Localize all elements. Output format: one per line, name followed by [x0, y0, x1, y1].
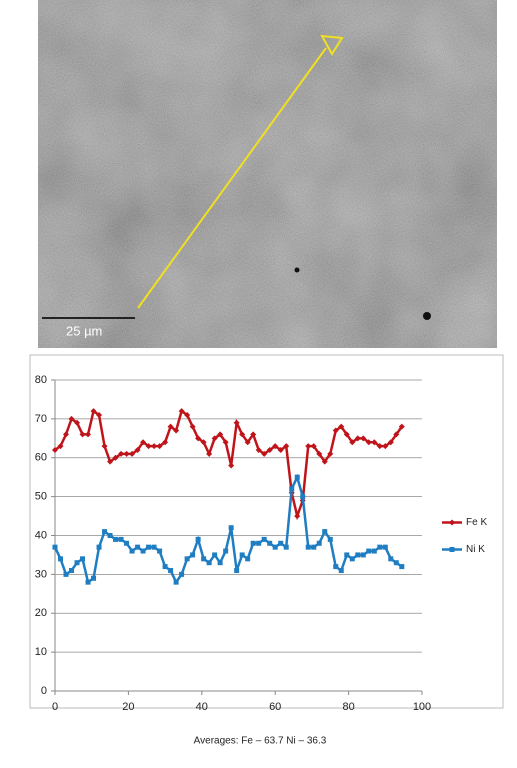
y-tick-label: 0 — [41, 685, 47, 697]
legend-label: Ni K — [466, 544, 485, 555]
data-point — [174, 580, 179, 585]
data-point — [350, 556, 355, 561]
data-point — [212, 552, 217, 557]
scale-label: 25 µm — [66, 323, 102, 338]
y-tick-label: 50 — [35, 491, 47, 503]
data-point — [311, 545, 316, 550]
data-point — [201, 556, 206, 561]
x-tick-label: 0 — [52, 701, 58, 713]
data-point — [251, 541, 256, 546]
y-tick-label: 70 — [35, 413, 47, 425]
data-point — [157, 549, 162, 554]
data-point — [53, 545, 58, 550]
data-point — [75, 560, 80, 565]
data-point — [361, 552, 366, 557]
data-point — [322, 529, 327, 534]
data-point — [179, 572, 184, 577]
micrograph: 25 µm — [38, 0, 497, 348]
pore — [295, 268, 300, 273]
data-point — [207, 560, 212, 565]
data-point — [399, 564, 404, 569]
caption: Averages: Fe – 63.7 Ni – 36.3 — [194, 736, 327, 747]
data-point — [278, 541, 283, 546]
data-point — [91, 576, 96, 581]
pore — [423, 312, 431, 320]
data-point — [229, 525, 234, 530]
data-point — [119, 537, 124, 542]
data-point — [300, 494, 305, 499]
data-point — [273, 545, 278, 550]
y-tick-label: 20 — [35, 607, 47, 619]
page: 25 µm Averages: Fe – 63.7 Ni – 36.3 0 10 2… — [0, 0, 517, 768]
data-point — [377, 545, 382, 550]
y-tick-label: 40 — [35, 529, 47, 541]
data-point — [130, 549, 135, 554]
data-point — [97, 545, 102, 550]
x-tick-label: 40 — [196, 701, 208, 713]
y-tick-label: 60 — [35, 452, 47, 464]
legend-marker — [450, 547, 455, 552]
legend-label: Fe K — [466, 517, 487, 528]
data-point — [256, 541, 261, 546]
data-point — [218, 560, 223, 565]
y-tick-label: 30 — [35, 568, 47, 580]
data-point — [146, 545, 151, 550]
data-point — [185, 556, 190, 561]
data-point — [333, 564, 338, 569]
data-point — [339, 568, 344, 573]
data-point — [223, 549, 228, 554]
micrograph-texture — [38, 0, 497, 348]
chart-frame — [30, 355, 503, 708]
data-point — [355, 552, 360, 557]
x-tick-label: 20 — [122, 701, 134, 713]
data-point — [168, 568, 173, 573]
data-point — [64, 572, 69, 577]
data-point — [102, 529, 107, 534]
data-point — [80, 556, 85, 561]
data-point — [394, 560, 399, 565]
data-point — [58, 556, 63, 561]
data-point — [234, 568, 239, 573]
data-point — [306, 545, 311, 550]
data-point — [267, 541, 272, 546]
y-tick-label: 80 — [35, 374, 47, 386]
data-point — [196, 537, 201, 542]
data-point — [388, 556, 393, 561]
data-point — [240, 552, 245, 557]
x-tick-label: 60 — [269, 701, 281, 713]
data-point — [113, 537, 118, 542]
data-point — [372, 549, 377, 554]
data-point — [135, 545, 140, 550]
x-tick-label: 100 — [413, 701, 431, 713]
data-point — [383, 545, 388, 550]
data-point — [366, 549, 371, 554]
data-point — [190, 552, 195, 557]
data-point — [262, 537, 267, 542]
figure: 25 µm Averages: Fe – 63.7 Ni – 36.3 0 10 2… — [0, 0, 517, 763]
y-tick-label: 10 — [35, 646, 47, 658]
x-tick-label: 80 — [342, 701, 354, 713]
data-point — [328, 537, 333, 542]
data-point — [124, 541, 129, 546]
data-point — [152, 545, 157, 550]
data-point — [69, 568, 74, 573]
data-point — [344, 552, 349, 557]
data-point — [245, 556, 250, 561]
data-point — [108, 533, 113, 538]
data-point — [289, 486, 294, 491]
data-point — [86, 580, 91, 585]
data-point — [163, 564, 168, 569]
data-point — [141, 549, 146, 554]
data-point — [295, 475, 300, 480]
data-point — [284, 545, 289, 550]
data-point — [317, 541, 322, 546]
